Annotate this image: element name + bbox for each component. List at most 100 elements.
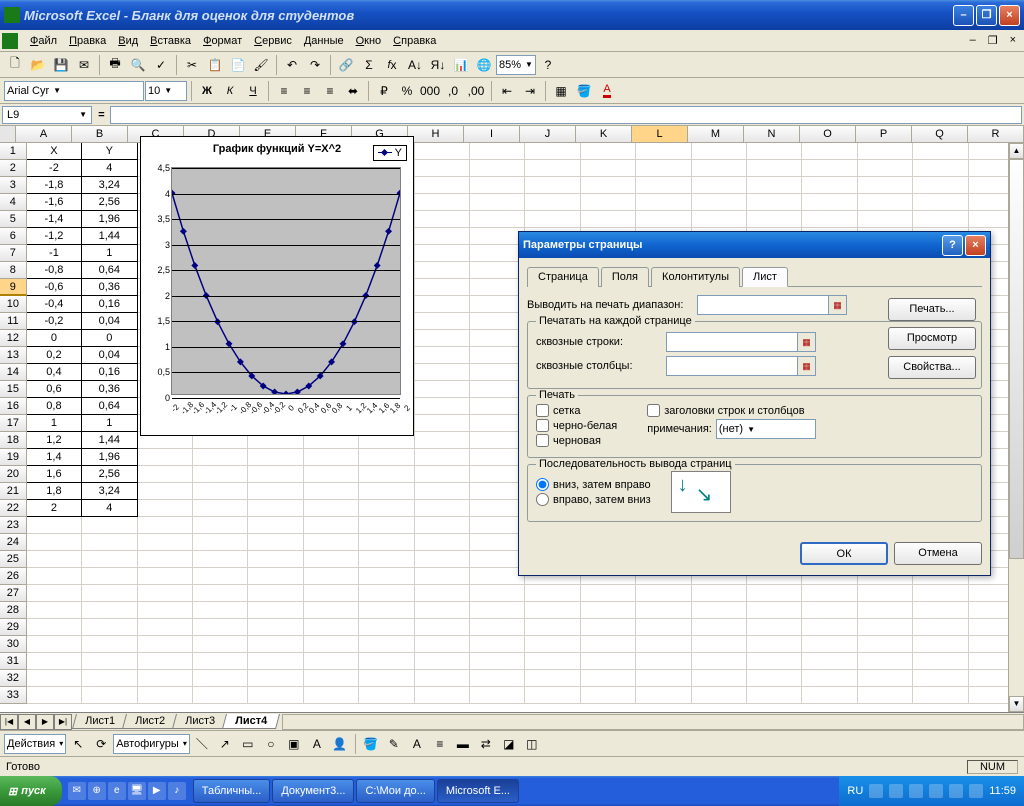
row-header[interactable]: 24 bbox=[0, 534, 27, 551]
cell[interactable] bbox=[138, 687, 193, 704]
line-icon[interactable]: ＼ bbox=[191, 733, 213, 755]
draft-checkbox[interactable]: черновая bbox=[536, 434, 617, 447]
cell[interactable] bbox=[138, 534, 193, 551]
cell[interactable] bbox=[27, 619, 82, 636]
merge-icon[interactable]: ⬌ bbox=[342, 80, 364, 102]
cell[interactable]: 0 bbox=[27, 330, 82, 347]
cell[interactable] bbox=[248, 653, 303, 670]
cell[interactable] bbox=[913, 177, 968, 194]
fill-icon[interactable]: 🪣 bbox=[360, 733, 382, 755]
cell[interactable] bbox=[82, 517, 137, 534]
cell[interactable] bbox=[248, 551, 303, 568]
col-header-A[interactable]: A bbox=[16, 126, 72, 142]
through-rows-input[interactable]: ▦ bbox=[666, 332, 816, 352]
cell[interactable] bbox=[248, 466, 303, 483]
cell[interactable] bbox=[248, 483, 303, 500]
sort-asc-icon[interactable]: A↓ bbox=[404, 54, 426, 76]
row-header[interactable]: 12 bbox=[0, 330, 27, 347]
cell[interactable] bbox=[415, 653, 470, 670]
italic-icon[interactable]: К bbox=[219, 80, 241, 102]
cell[interactable] bbox=[858, 160, 913, 177]
taskbar-task[interactable]: C:\Мои до... bbox=[356, 779, 434, 803]
cell[interactable] bbox=[802, 619, 857, 636]
row-header[interactable]: 29 bbox=[0, 619, 27, 636]
row-header[interactable]: 22 bbox=[0, 500, 27, 517]
cell[interactable] bbox=[525, 211, 580, 228]
inc-decimal-icon[interactable]: ,0 bbox=[442, 80, 464, 102]
row-header[interactable]: 6 bbox=[0, 228, 27, 245]
cell[interactable] bbox=[470, 211, 525, 228]
print-button[interactable]: Печать... bbox=[888, 298, 976, 321]
cell[interactable]: 3,24 bbox=[82, 483, 137, 500]
row-header[interactable]: 21 bbox=[0, 483, 27, 500]
cell[interactable] bbox=[304, 551, 359, 568]
cell[interactable] bbox=[82, 568, 137, 585]
sheet-tab-Лист1[interactable]: Лист1 bbox=[72, 714, 128, 729]
cell[interactable] bbox=[359, 551, 414, 568]
menu-Файл[interactable]: Файл bbox=[24, 33, 63, 49]
cancel-button[interactable]: Отмена bbox=[894, 542, 982, 565]
font-combo[interactable]: Arial Cyr▼ bbox=[4, 81, 144, 101]
cell[interactable] bbox=[248, 619, 303, 636]
ql-icon[interactable]: ♪ bbox=[168, 782, 186, 800]
cell[interactable] bbox=[359, 602, 414, 619]
cell[interactable] bbox=[470, 636, 525, 653]
cell[interactable]: 2 bbox=[27, 500, 82, 517]
cell[interactable] bbox=[525, 653, 580, 670]
font-color-icon[interactable]: A bbox=[596, 80, 618, 102]
cell[interactable] bbox=[415, 245, 470, 262]
cell[interactable] bbox=[692, 194, 747, 211]
cell[interactable] bbox=[415, 177, 470, 194]
paste-icon[interactable]: 📄 bbox=[227, 54, 249, 76]
cell[interactable] bbox=[636, 177, 691, 194]
cell[interactable] bbox=[138, 602, 193, 619]
cell[interactable] bbox=[415, 347, 470, 364]
cell[interactable] bbox=[27, 534, 82, 551]
cell[interactable] bbox=[248, 585, 303, 602]
cell[interactable] bbox=[193, 500, 248, 517]
cell[interactable] bbox=[82, 551, 137, 568]
new-icon[interactable]: 🗋 bbox=[4, 54, 26, 76]
cell[interactable] bbox=[913, 602, 968, 619]
cell[interactable]: 1,8 bbox=[27, 483, 82, 500]
cell[interactable] bbox=[858, 211, 913, 228]
cell[interactable] bbox=[747, 585, 802, 602]
cell[interactable] bbox=[193, 483, 248, 500]
cell[interactable] bbox=[581, 636, 636, 653]
cell[interactable] bbox=[415, 160, 470, 177]
cell[interactable] bbox=[636, 194, 691, 211]
help-icon[interactable]: ? bbox=[537, 54, 559, 76]
menu-Формат[interactable]: Формат bbox=[197, 33, 248, 49]
cell[interactable] bbox=[415, 364, 470, 381]
row-header[interactable]: 16 bbox=[0, 398, 27, 415]
cell[interactable] bbox=[858, 653, 913, 670]
cell[interactable] bbox=[581, 619, 636, 636]
cell[interactable] bbox=[581, 143, 636, 160]
row-header[interactable]: 8 bbox=[0, 262, 27, 279]
cell[interactable] bbox=[193, 670, 248, 687]
row-header[interactable]: 7 bbox=[0, 245, 27, 262]
row-header[interactable]: 19 bbox=[0, 449, 27, 466]
cell[interactable] bbox=[747, 211, 802, 228]
sum-icon[interactable]: Σ bbox=[358, 54, 380, 76]
cell[interactable] bbox=[858, 670, 913, 687]
cell[interactable] bbox=[747, 687, 802, 704]
cell[interactable] bbox=[193, 619, 248, 636]
cell[interactable]: 0,04 bbox=[82, 347, 137, 364]
map-icon[interactable]: 🌐 bbox=[473, 54, 495, 76]
cell[interactable] bbox=[525, 143, 580, 160]
cell[interactable] bbox=[913, 143, 968, 160]
cell[interactable] bbox=[415, 466, 470, 483]
through-cols-input[interactable]: ▦ bbox=[666, 356, 816, 376]
menu-Вставка[interactable]: Вставка bbox=[144, 33, 197, 49]
cell[interactable] bbox=[359, 568, 414, 585]
cell[interactable] bbox=[138, 619, 193, 636]
row-header[interactable]: 11 bbox=[0, 313, 27, 330]
col-header-B[interactable]: B bbox=[72, 126, 128, 142]
cell[interactable] bbox=[304, 653, 359, 670]
cell[interactable] bbox=[415, 483, 470, 500]
row-header[interactable]: 1 bbox=[0, 143, 27, 160]
col-header-K[interactable]: K bbox=[576, 126, 632, 142]
cell[interactable] bbox=[525, 585, 580, 602]
taskbar-task[interactable]: Microsoft E... bbox=[437, 779, 519, 803]
